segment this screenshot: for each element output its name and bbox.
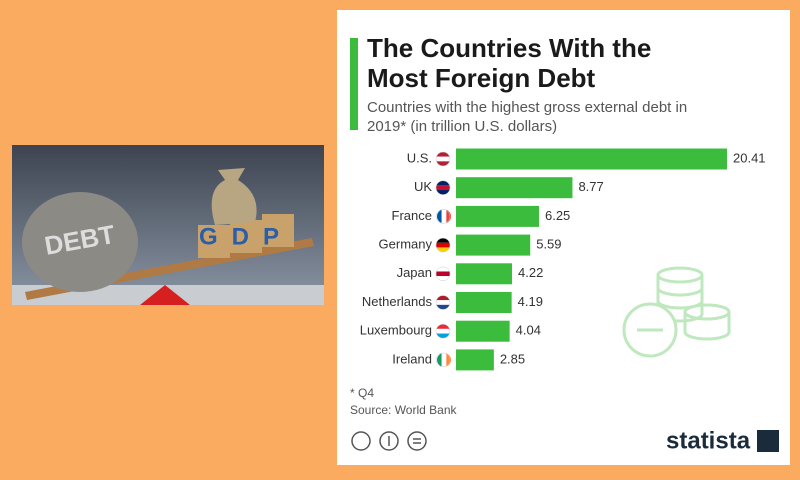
bar: [456, 148, 727, 170]
note: * Q4: [350, 386, 374, 400]
flag-stripe: [436, 300, 450, 305]
category-label: France: [392, 208, 432, 223]
flag-stripe: [436, 247, 450, 252]
category-label: U.S.: [407, 150, 432, 165]
bar: [456, 263, 513, 285]
chart-card: [337, 10, 790, 465]
boxes-label: GDP: [199, 223, 293, 250]
flag-stripe: [436, 181, 450, 186]
flag-outline: [435, 266, 451, 282]
flag-stripe: [437, 353, 442, 367]
bar: [456, 234, 531, 256]
flag-stripe: [436, 243, 450, 248]
flag-outline: [435, 295, 451, 310]
flag-stripe: [436, 296, 450, 301]
category-label: Ireland: [392, 351, 432, 366]
source: Source: World Bank: [350, 403, 457, 417]
flag-stripe: [436, 276, 450, 281]
category-label: Japan: [397, 265, 432, 280]
category-label: Netherlands: [362, 294, 433, 309]
value-label: 20.41: [733, 150, 766, 165]
category-label: Luxembourg: [360, 323, 432, 338]
flag-stripe: [436, 305, 450, 310]
flag-stripe: [436, 329, 450, 334]
bar: [456, 177, 573, 199]
category-label: UK: [414, 179, 432, 194]
flag-outline: [435, 180, 451, 195]
flag-stripe: [436, 334, 450, 339]
value-label: 4.22: [518, 265, 543, 280]
flag-stripe: [442, 353, 447, 367]
flag-stripe: [436, 190, 450, 195]
flag-outline: [435, 352, 451, 368]
value-label: 2.85: [500, 351, 525, 366]
bar: [456, 320, 510, 342]
value-label: 4.19: [518, 294, 543, 309]
flag-outline: [435, 209, 451, 224]
coins-icon: [622, 266, 731, 358]
illustration: DEBT GDP: [12, 145, 324, 305]
flag-stripe: [436, 324, 450, 329]
flag-stripe: [436, 238, 450, 243]
license-icons: [351, 431, 427, 451]
flag-outline: [435, 151, 451, 167]
flag-stripe: [436, 267, 450, 272]
bar: [456, 292, 512, 313]
flag-outline: [435, 323, 451, 339]
flag-stripe: [436, 271, 450, 276]
category-label: Germany: [379, 237, 433, 252]
chart-subtitle: Countries with the highest gross externa…: [367, 99, 688, 135]
flag-stripe: [436, 157, 450, 162]
bar: [456, 349, 494, 371]
flag-stripe: [436, 152, 450, 157]
flag-stripe: [446, 353, 451, 367]
brand: statista: [666, 427, 751, 454]
flag-outline: [435, 237, 451, 253]
value-label: 8.77: [578, 179, 603, 194]
flag-stripe: [437, 209, 442, 223]
brand-mark: [757, 430, 779, 452]
value-label: 6.25: [545, 208, 570, 223]
value-label: 4.04: [516, 323, 541, 338]
chart-title: The Countries With the Most Foreign Debt: [367, 33, 652, 93]
bar: [456, 205, 539, 227]
title-accent: [350, 38, 358, 130]
flag-stripe: [446, 209, 451, 223]
value-label: 5.59: [536, 237, 561, 252]
flag-stripe: [436, 161, 450, 166]
flag-stripe: [442, 209, 447, 223]
flag-stripe: [436, 185, 450, 190]
